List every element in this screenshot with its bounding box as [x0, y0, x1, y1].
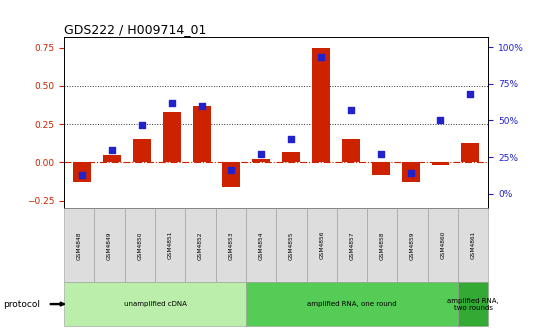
Point [436, 118, 445, 123]
Point [197, 103, 206, 109]
Point [347, 108, 355, 113]
Bar [372, 162, 389, 175]
Text: GSM4858: GSM4858 [380, 231, 384, 259]
Point [406, 170, 415, 176]
Text: protocol: protocol [3, 300, 40, 308]
Bar [103, 155, 121, 162]
Text: GSM4853: GSM4853 [228, 231, 233, 259]
Bar [252, 159, 270, 162]
Text: GSM4859: GSM4859 [410, 231, 415, 259]
Point [108, 147, 117, 153]
Point [376, 152, 385, 157]
Text: GSM4852: GSM4852 [198, 231, 203, 259]
Bar [312, 48, 330, 162]
Bar [133, 139, 151, 162]
Bar [73, 162, 91, 182]
Point [257, 152, 266, 157]
Text: amplified RNA, one round: amplified RNA, one round [307, 301, 397, 307]
Text: GSM4851: GSM4851 [168, 231, 172, 259]
Text: GSM4849: GSM4849 [107, 231, 112, 259]
Point [167, 100, 176, 106]
Text: GSM4855: GSM4855 [289, 231, 294, 259]
Text: GSM4856: GSM4856 [319, 231, 324, 259]
Bar [193, 106, 210, 162]
Point [137, 122, 146, 128]
Text: unamplified cDNA: unamplified cDNA [124, 301, 186, 307]
Text: GSM4860: GSM4860 [440, 231, 445, 259]
Bar [342, 139, 360, 162]
Text: GSM4861: GSM4861 [470, 231, 475, 259]
Bar [223, 162, 240, 187]
Bar [431, 162, 449, 166]
Point [466, 91, 475, 97]
Point [287, 137, 296, 142]
Text: GSM4854: GSM4854 [258, 231, 263, 259]
Text: GSM4848: GSM4848 [77, 231, 82, 259]
Point [78, 172, 86, 177]
Bar [163, 112, 181, 162]
Text: GDS222 / H009714_01: GDS222 / H009714_01 [64, 23, 206, 36]
Point [316, 55, 325, 60]
Text: GSM4857: GSM4857 [349, 231, 354, 259]
Bar [402, 162, 420, 182]
Bar [461, 142, 479, 162]
Point [227, 168, 236, 173]
Text: GSM4850: GSM4850 [137, 231, 142, 259]
Bar [282, 152, 300, 162]
Text: amplified RNA,
two rounds: amplified RNA, two rounds [447, 298, 499, 310]
